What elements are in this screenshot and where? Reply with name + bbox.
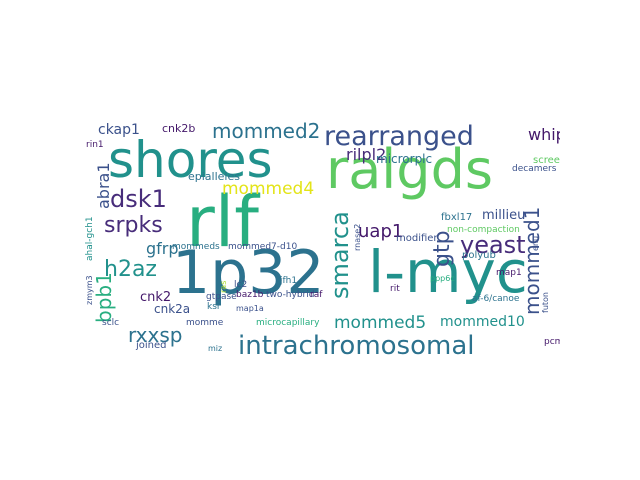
- cloud-word: uap1: [358, 221, 404, 242]
- cloud-word: rnase2: [353, 223, 362, 251]
- cloud-word: jfh1: [280, 276, 298, 286]
- cloud-word: futon: [541, 292, 550, 313]
- cloud-word: shores: [108, 131, 273, 189]
- cloud-word: l-myc: [368, 238, 528, 306]
- cloud-word: smarca: [326, 211, 354, 299]
- cloud-word: ckap1: [98, 122, 140, 138]
- word-cloud: shores ralgds rlf 1p32 l-myc intrachromo…: [80, 119, 560, 361]
- cloud-word: miz: [208, 344, 223, 353]
- cloud-word: map1a: [236, 304, 264, 313]
- cloud-word: mommed7-d10: [228, 242, 298, 252]
- cloud-word: mommed5: [334, 313, 427, 333]
- cloud-word: rit: [390, 284, 400, 294]
- cloud-word: millieu: [482, 208, 526, 223]
- cloud-word: rin1: [86, 140, 104, 150]
- cloud-word: gfrp: [146, 239, 179, 258]
- cloud-word: microrplc: [376, 152, 433, 166]
- cloud-word: mommed2: [212, 119, 321, 143]
- cloud-word: 1p32: [172, 238, 325, 308]
- cloud-word: bpb1: [92, 272, 116, 323]
- cloud-word: ralgds: [326, 138, 493, 201]
- cloud-word: momme: [186, 318, 224, 328]
- cloud-word: modifier: [396, 233, 438, 244]
- cloud-word: yeast: [460, 231, 526, 259]
- cloud-word: mommeds: [172, 242, 220, 252]
- cloud-word: af-6/canoe: [472, 294, 520, 304]
- cloud-word: cnk2b: [162, 122, 196, 135]
- cloud-word: cnk2: [140, 290, 172, 305]
- cloud-word: enu: [531, 235, 540, 251]
- cloud-word: mommed4: [222, 179, 315, 199]
- cloud-word: cnk2a: [154, 302, 191, 316]
- cloud-word: intrachromosomal: [238, 331, 475, 361]
- cloud-word: srpks: [104, 213, 163, 238]
- cloud-word: ahal-gch1: [85, 216, 95, 261]
- cloud-word: gtpase: [206, 292, 237, 302]
- cloud-word: decamers: [512, 164, 557, 174]
- cloud-word: rilpl2: [346, 145, 387, 164]
- cloud-word: epialleles: [188, 170, 240, 183]
- cloud-word: rlf: [186, 181, 259, 263]
- cloud-word: sclc: [102, 318, 120, 328]
- cloud-word: map1: [496, 268, 522, 278]
- cloud-word: zmym3: [85, 275, 94, 305]
- cloud-word: lc2: [234, 280, 248, 290]
- cloud-word: joined: [136, 340, 167, 351]
- cloud-word: ppp6c: [430, 274, 455, 283]
- cloud-word: dsk1: [110, 185, 167, 213]
- cloud-word: non-compaction: [447, 225, 520, 235]
- cloud-word: raf: [310, 290, 323, 300]
- cloud-word: ksr: [207, 302, 221, 312]
- cloud-word: whip: [528, 125, 560, 144]
- cloud-word: mommed1: [520, 206, 544, 315]
- cloud-word: baz1b: [236, 290, 264, 300]
- cloud-word: mommed10: [440, 314, 525, 330]
- cloud-word: ras: [219, 280, 228, 293]
- cloud-word: rearranged: [324, 121, 474, 152]
- cloud-word: fbxl17: [441, 212, 473, 223]
- cloud-word: polyub: [462, 250, 496, 261]
- cloud-word: h2az: [104, 257, 157, 282]
- cloud-word: two-hybrid: [266, 290, 315, 300]
- cloud-word: rxxsp: [128, 323, 183, 347]
- cloud-word: pcm1: [544, 337, 560, 347]
- cloud-word: abra1: [94, 162, 113, 209]
- cloud-word: microcapillary: [256, 318, 320, 328]
